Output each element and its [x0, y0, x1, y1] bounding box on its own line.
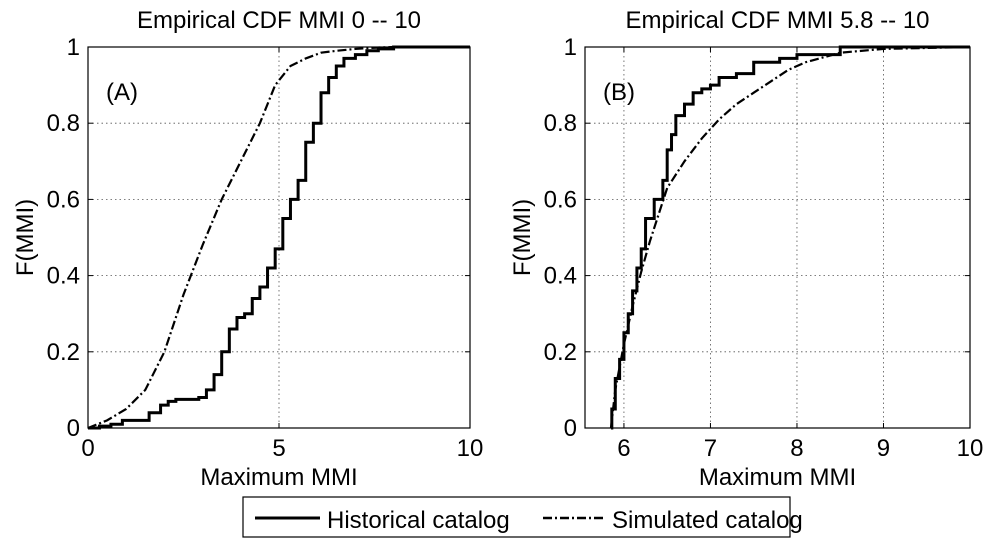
legend-label-simulated: Simulated catalog: [612, 507, 803, 534]
y-tick-label: 1: [67, 34, 80, 61]
y-tick-label: 0: [67, 415, 80, 442]
x-tick-label: 10: [457, 435, 484, 462]
plot-frame: [584, 46, 971, 429]
y-tick-label: 0.4: [47, 263, 80, 290]
legend-label-historical: Historical catalog: [327, 507, 510, 534]
x-tick-label: 0: [81, 435, 94, 462]
y-tick-label: 0.2: [47, 339, 80, 366]
y-axis-label: F(MMI): [12, 199, 39, 276]
x-tick-label: 7: [704, 435, 717, 462]
x-axis-label: Maximum MMI: [200, 464, 357, 491]
y-tick-label: 0.6: [544, 186, 577, 213]
panel-label: (B): [603, 79, 635, 106]
legend-box: [242, 496, 791, 538]
y-tick-label: 0.2: [544, 339, 577, 366]
series-simulated-line: [87, 45, 470, 430]
y-tick-label: 0.8: [47, 110, 80, 137]
x-tick-label: 5: [272, 435, 285, 462]
panel-label: (A): [106, 79, 138, 106]
y-tick-label: 1: [564, 34, 577, 61]
x-tick-label: 8: [790, 435, 803, 462]
y-axis-label: F(MMI): [509, 199, 536, 276]
y-tick-label: 0.8: [544, 110, 577, 137]
series-historical-line: [88, 45, 470, 430]
chart-title: Empirical CDF MMI 5.8 -- 10: [625, 7, 929, 34]
y-tick-label: 0: [564, 415, 577, 442]
x-tick-label: 9: [877, 435, 890, 462]
x-tick-label: 6: [617, 435, 630, 462]
y-tick-label: 0.6: [47, 186, 80, 213]
panel-b: 6 7 8 9 10 0 0.2 0.4 0.6 0.8 1 Empirical CDF MMI 5.…: [509, 7, 983, 491]
y-tick-label: 0.4: [544, 263, 577, 290]
x-axis-label: Maximum MMI: [699, 464, 856, 491]
panel-a: 0 5 10 0 0.2 0.4 0.6 0.8 1 Empirical CDF MMI 0 --…: [12, 7, 483, 491]
x-tick-label: 10: [957, 435, 984, 462]
series-simulated-line: [609, 45, 971, 429]
legend: Historical catalog Simulated catalog: [242, 496, 803, 538]
series-historical-line: [610, 45, 970, 430]
chart-title: Empirical CDF MMI 0 -- 10: [137, 7, 421, 34]
